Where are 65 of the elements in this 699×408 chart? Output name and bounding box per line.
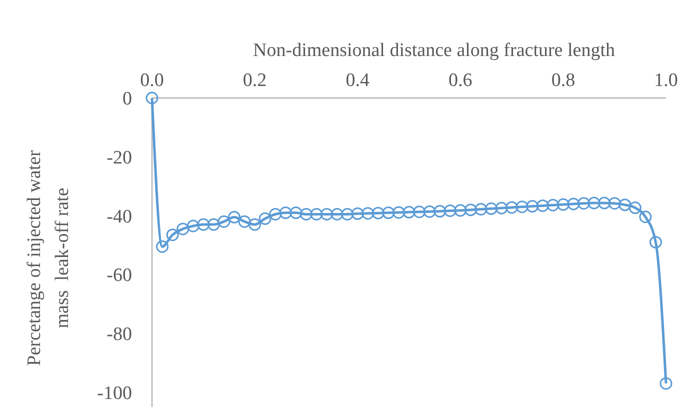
point	[166, 228, 179, 242]
point	[484, 202, 498, 215]
x-tick-label: 0.2	[242, 70, 267, 91]
point	[258, 212, 272, 225]
point	[330, 208, 344, 220]
point	[402, 206, 416, 218]
point	[434, 205, 446, 218]
point	[556, 198, 570, 211]
point	[320, 208, 334, 220]
point	[495, 202, 508, 214]
point	[526, 200, 539, 213]
x-tick-label: 0.0	[140, 70, 164, 91]
point	[413, 206, 426, 218]
point	[300, 208, 312, 220]
point	[516, 200, 528, 214]
point	[392, 206, 405, 219]
x-tick-label: 0.6	[448, 70, 472, 91]
point	[567, 198, 580, 210]
point	[176, 222, 190, 236]
y-axis-title: Percetange of injected water mass leak-off rate	[24, 149, 73, 366]
y-tick-label: -20	[106, 148, 132, 169]
point	[578, 197, 590, 210]
x-axis-title: Non-dimensional distance along fracture length	[253, 40, 616, 61]
point	[608, 197, 621, 210]
point	[290, 206, 302, 220]
point	[146, 92, 158, 104]
point	[372, 206, 384, 220]
point	[474, 202, 488, 216]
point	[639, 210, 652, 224]
y-tick-label: -100	[97, 382, 132, 404]
point	[362, 207, 374, 220]
point	[444, 204, 456, 217]
point	[310, 208, 323, 220]
point	[649, 236, 662, 248]
point	[536, 199, 549, 212]
point	[228, 210, 240, 224]
y-tick-label: -80	[106, 324, 132, 346]
point	[618, 198, 632, 212]
point	[464, 204, 477, 216]
point	[207, 218, 220, 231]
point	[248, 218, 262, 231]
x-tick-label: 0.8	[551, 70, 576, 91]
y-tick-label: 0	[122, 88, 132, 110]
point	[238, 215, 251, 228]
point	[588, 196, 600, 210]
x-tick-label: 1.0	[654, 70, 678, 91]
point	[186, 220, 200, 232]
point	[628, 202, 642, 214]
point	[546, 198, 560, 212]
point	[660, 377, 672, 390]
point	[279, 206, 292, 220]
point	[423, 205, 436, 218]
y-tick-label: -60	[106, 265, 132, 286]
point	[156, 240, 169, 253]
point	[341, 208, 354, 220]
x-tick-label: 0.4	[346, 70, 370, 91]
y-tick-label: -40	[106, 206, 132, 228]
point	[598, 196, 611, 210]
point	[506, 201, 518, 214]
point	[351, 207, 364, 220]
point	[269, 208, 282, 220]
point	[454, 204, 467, 217]
point	[218, 215, 230, 228]
point	[382, 206, 395, 220]
point	[197, 218, 210, 231]
